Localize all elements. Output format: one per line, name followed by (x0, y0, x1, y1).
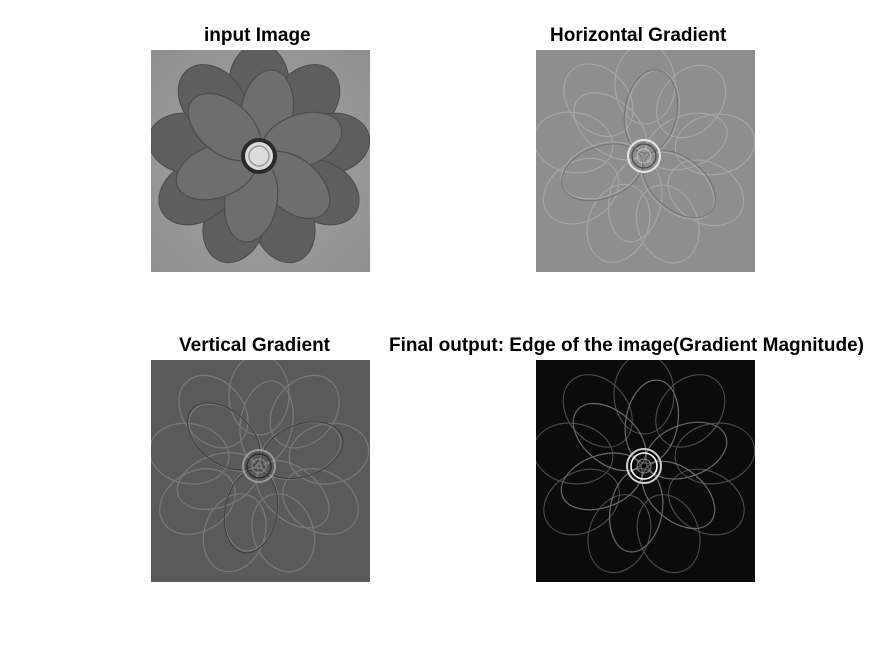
panel-title-vertical: Vertical Gradient (179, 335, 331, 356)
panel-title-input: input Image (204, 25, 311, 46)
panel-title-horizontal: Horizontal Gradient (550, 25, 727, 46)
horizontal-gradient-image (536, 50, 755, 272)
input-image (151, 50, 370, 272)
vertical-gradient-image (151, 360, 370, 582)
panel-title-magnitude: Final output: Edge of the image(Gradient… (389, 335, 864, 356)
gradient-magnitude-image (536, 360, 755, 582)
